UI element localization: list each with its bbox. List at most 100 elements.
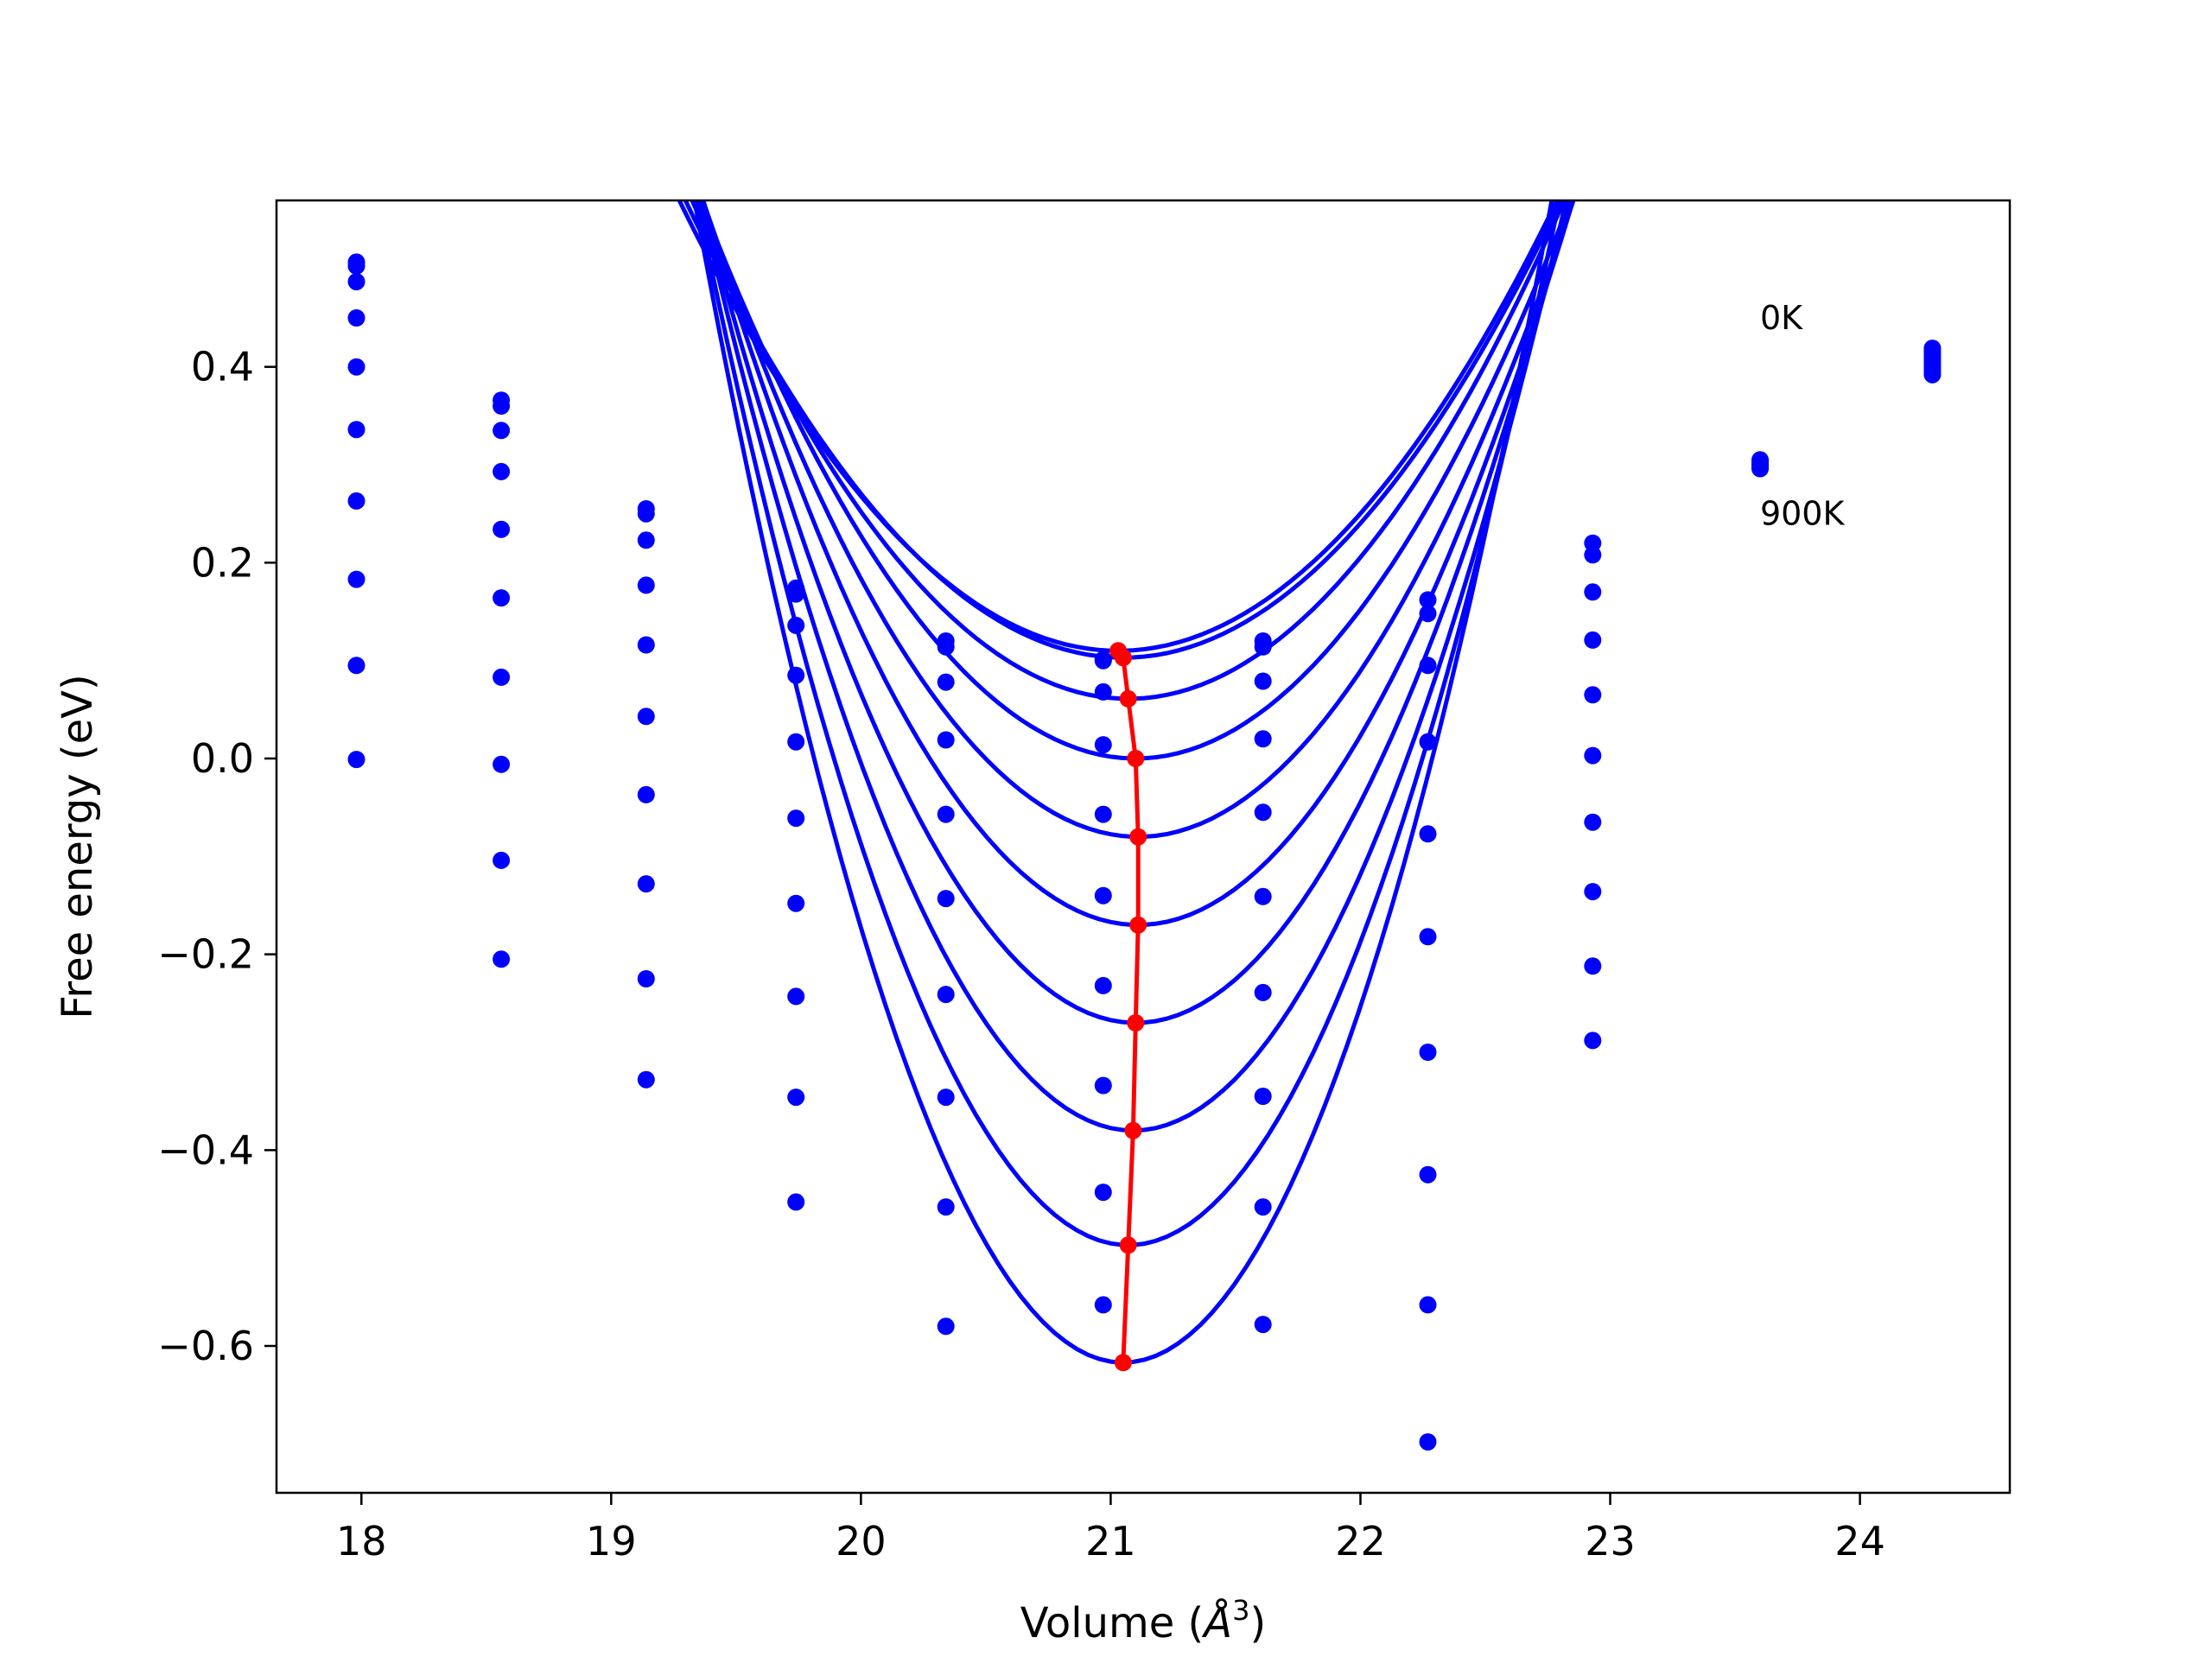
data-point-s10-1 (347, 751, 365, 769)
data-point-s2-1 (347, 257, 365, 275)
data-point-s7-2 (493, 668, 511, 686)
minimum-point-10 (1114, 1354, 1132, 1372)
data-point-s6-4 (787, 809, 805, 828)
data-point-s5-4 (787, 733, 805, 751)
x-tick-label-18: 18 (336, 1518, 387, 1565)
data-point-s6-6 (1094, 886, 1112, 904)
data-point-s7-4 (787, 894, 805, 912)
annotations: 0K 900K (1760, 299, 1846, 533)
annotation-900K: 900K (1760, 495, 1846, 533)
data-point-s2-9 (1584, 546, 1602, 564)
x-tick-label-19: 19 (586, 1518, 637, 1565)
fit-curve-4 (698, 200, 1573, 761)
fit-curve-10 (692, 200, 1554, 1365)
data-point-s10-6 (1094, 1296, 1112, 1314)
minimum-point-9 (1119, 1236, 1137, 1254)
data-point-s6-8 (1419, 928, 1437, 946)
data-point-s7-3 (637, 785, 655, 803)
data-point-s9-3 (637, 970, 655, 987)
data-point-s5-6 (1094, 805, 1112, 823)
x-tick-label-20: 20 (836, 1518, 887, 1565)
x-axis-label-unit: Å (1201, 1598, 1232, 1647)
data-point-s9-1 (347, 657, 365, 675)
fit-curve-8 (697, 200, 1569, 1133)
data-point-s2-4 (787, 585, 805, 603)
minimum-point-7 (1127, 1014, 1145, 1031)
data-point-s8-9 (1584, 883, 1602, 901)
data-point-s3-7 (1254, 672, 1272, 690)
data-point-s4-5 (937, 731, 955, 749)
data-point-s6-7 (1254, 887, 1272, 905)
y-tick-label-3: −0.2 (157, 931, 254, 978)
fit-curve-3 (690, 200, 1567, 701)
data-point-s8-5 (937, 1089, 955, 1107)
x-axis-label-close: ) (1249, 1599, 1266, 1647)
y-tick-label-4: −0.4 (157, 1127, 254, 1173)
annotation-0K: 0K (1760, 299, 1803, 337)
data-point-s9-2 (493, 851, 511, 869)
fit-curve-1 (677, 200, 1560, 653)
data-point-s3-4 (787, 616, 805, 634)
data-point-s4-2 (493, 462, 511, 480)
data-point-s7-7 (1254, 983, 1272, 1001)
data-point-s5-8 (1419, 825, 1437, 843)
data-point-s5-2 (493, 520, 511, 538)
data-point-s10-10 (1751, 460, 1769, 478)
data-point-s9-4 (787, 1089, 805, 1107)
data-point-s9-7 (1254, 1198, 1272, 1216)
data-point-s10-9 (1584, 1031, 1602, 1050)
data-point-s2-7 (1254, 638, 1272, 656)
data-point-s4-7 (1254, 730, 1272, 748)
data-point-s7-9 (1584, 813, 1602, 831)
data-point-s3-3 (637, 531, 655, 549)
data-point-s2-3 (637, 505, 655, 523)
minimum-path-line (1116, 649, 1141, 1363)
data-point-s10-5 (937, 1317, 955, 1336)
data-point-s8-8 (1419, 1165, 1437, 1184)
data-point-s10-4 (787, 1193, 805, 1211)
data-point-s9-5 (937, 1198, 955, 1216)
data-point-s4-1 (347, 309, 365, 327)
data-point-s2-8 (1419, 605, 1437, 623)
x-axis-label-main: Volume ( (1020, 1599, 1205, 1647)
minimum-point-3 (1119, 689, 1137, 708)
data-point-s8-6 (1094, 1076, 1112, 1095)
data-point-s6-9 (1584, 746, 1602, 765)
data-point-s3-9 (1584, 583, 1602, 601)
minimum-point-4 (1127, 750, 1145, 767)
y-tick-label-0: 0.4 (191, 344, 254, 390)
data-point-s10-7 (1254, 1316, 1272, 1334)
data-point-s3-2 (493, 422, 511, 440)
data-point-s7-1 (347, 492, 365, 510)
data-point-s8-1 (347, 570, 365, 588)
data-point-s10-11 (1923, 340, 1942, 358)
data-point-s7-5 (937, 986, 955, 1004)
data-point-s9-6 (1094, 1184, 1112, 1202)
minimum-point-2 (1114, 649, 1132, 667)
data-point-s6-5 (937, 890, 955, 908)
data-point-s5-9 (1584, 686, 1602, 704)
data-point-s10-8 (1419, 1433, 1437, 1451)
data-point-s2-5 (937, 638, 955, 656)
fit-curve-9 (695, 200, 1562, 1247)
data-point-s8-3 (637, 875, 655, 893)
data-point-s7-6 (1094, 976, 1112, 994)
data-point-s4-3 (637, 576, 655, 594)
fit-curve-7 (699, 200, 1573, 1025)
data-point-s8-7 (1254, 1088, 1272, 1105)
x-tick-label-22: 22 (1335, 1518, 1386, 1565)
data-point-s8-2 (493, 755, 511, 773)
data-point-s9-9 (1584, 957, 1602, 975)
data-point-s4-4 (787, 666, 805, 684)
data-point-s2-2 (493, 397, 511, 415)
x-axis-label-sup: 3 (1232, 1594, 1249, 1627)
data-point-s2-6 (1094, 651, 1112, 670)
plot-content (347, 200, 1942, 1451)
y-tick-label-2: 0.0 (191, 735, 254, 782)
data-point-s5-3 (637, 636, 655, 654)
plot-frame (275, 199, 2012, 1495)
axis-ticks: 18 19 20 21 22 23 24 0.4 0.2 0.0 −0.2 −0.4 −0.6 (157, 344, 1885, 1565)
data-point-s3-1 (347, 273, 365, 291)
data-point-s3-8 (1419, 657, 1437, 675)
